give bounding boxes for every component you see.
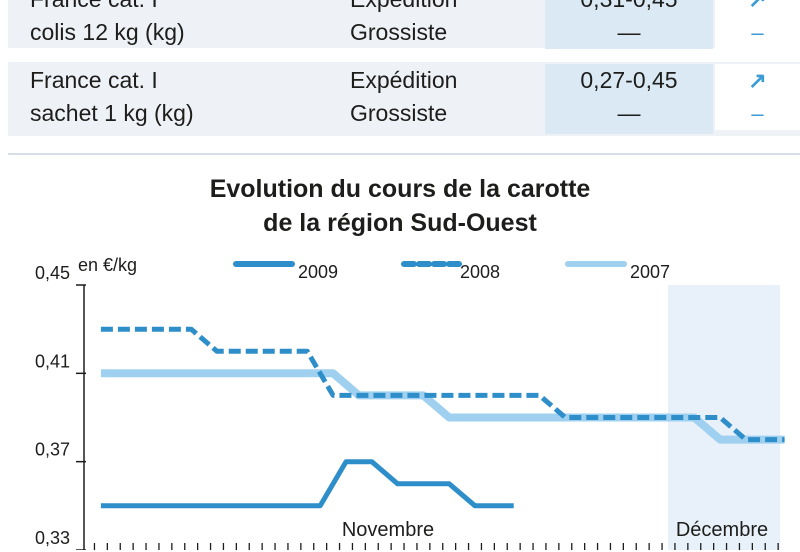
chart-title-line-2: de la région Sud-Ouest bbox=[263, 209, 537, 237]
price-line: 0,31-0,45 bbox=[545, 0, 713, 16]
price-line: — bbox=[617, 19, 641, 45]
price-table: France cat. I colis 12 kg (kg) Expéditio… bbox=[0, 0, 800, 140]
product-line: sachet 1 kg (kg) bbox=[30, 100, 194, 126]
y-tick-label: 0,41 bbox=[35, 351, 70, 371]
trend-cell: ↗ – bbox=[715, 0, 800, 49]
y-tick-label: 0,45 bbox=[35, 263, 70, 283]
trend-cell: ↗ – bbox=[715, 64, 800, 130]
stage-cell: Expédition Grossiste bbox=[350, 64, 530, 130]
product-line: colis 12 kg (kg) bbox=[30, 19, 185, 45]
product-cell: France cat. I sachet 1 kg (kg) bbox=[30, 64, 320, 130]
y-tick-label: 0,37 bbox=[35, 440, 70, 460]
trend-up-icon: ↗ bbox=[715, 0, 800, 16]
price-line: — bbox=[617, 100, 641, 126]
legend-label-2007: 2007 bbox=[630, 262, 671, 282]
month-label: Novembre bbox=[342, 519, 434, 541]
product-line: France cat. I bbox=[30, 0, 320, 16]
price-line: 0,27-0,45 bbox=[580, 67, 678, 93]
stage-line: Expédition bbox=[350, 0, 530, 16]
chart-title-line-1: Evolution du cours de la carotte bbox=[209, 175, 591, 203]
product-cell: France cat. I colis 12 kg (kg) bbox=[30, 0, 320, 49]
series-line-2008 bbox=[100, 326, 785, 443]
stage-line: Expédition bbox=[350, 67, 458, 93]
month-label: Décembre bbox=[676, 519, 768, 541]
y-axis-unit-label: en €/kg bbox=[78, 255, 138, 275]
trend-stable-icon: – bbox=[751, 101, 764, 126]
product-line: France cat. I bbox=[30, 67, 158, 93]
trend-stable-icon: – bbox=[751, 20, 764, 45]
legend-label-2008: 2008 bbox=[460, 262, 501, 282]
y-tick-label: 0,33 bbox=[35, 528, 70, 548]
legend-label-2009: 2009 bbox=[298, 262, 339, 282]
price-cell: 0,31-0,45 — bbox=[545, 0, 713, 49]
stage-line: Grossiste bbox=[350, 100, 448, 126]
series-line-2009 bbox=[100, 459, 514, 509]
stage-line: Grossiste bbox=[350, 19, 448, 45]
price-cell: 0,27-0,45 — bbox=[545, 64, 713, 134]
trend-up-icon: ↗ bbox=[748, 68, 767, 93]
stage-cell: Expédition Grossiste bbox=[350, 0, 530, 49]
series-line-2007 bbox=[100, 369, 785, 444]
